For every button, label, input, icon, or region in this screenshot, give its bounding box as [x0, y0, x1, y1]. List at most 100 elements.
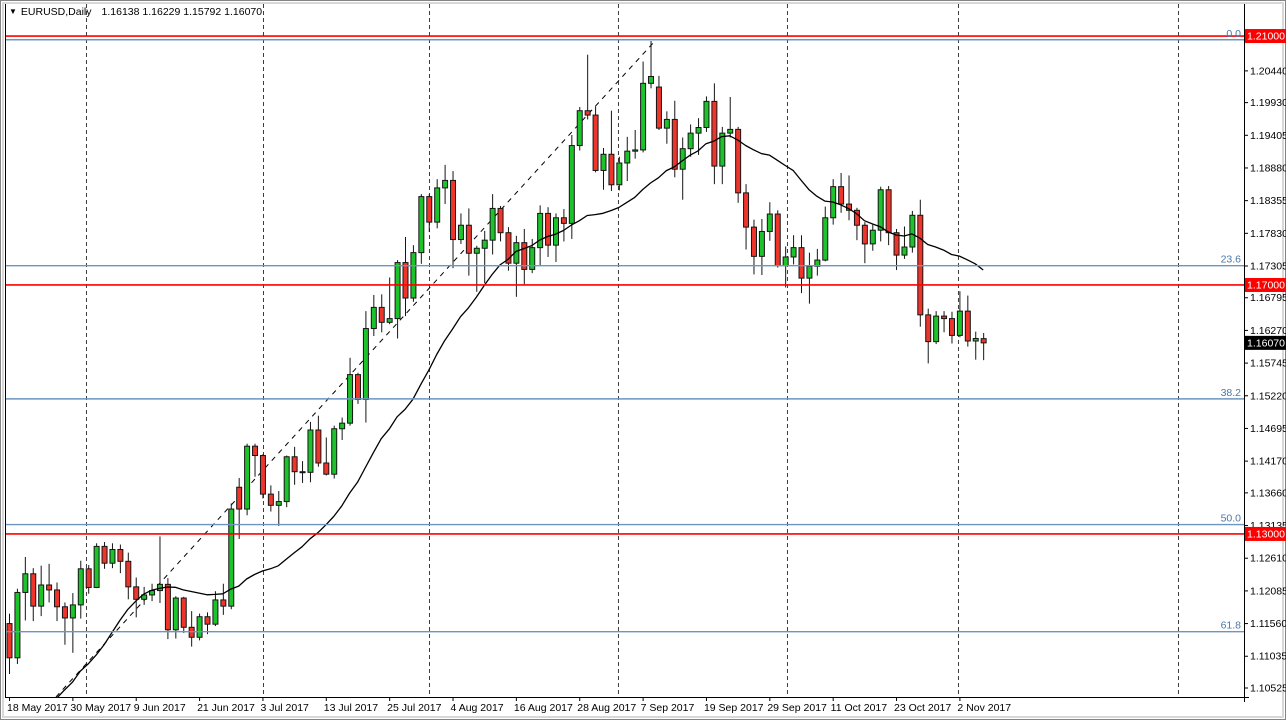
date-tick-label: 3 Jul 2017 [260, 702, 309, 714]
candle-up [481, 230, 488, 284]
candle-body [568, 145, 575, 224]
candle-body [481, 239, 488, 249]
candle-down [521, 228, 528, 285]
candle-body [402, 262, 409, 299]
candle-down [798, 235, 805, 294]
candle-body [941, 315, 948, 320]
candle-up [648, 41, 655, 89]
candle-down [743, 184, 750, 250]
date-tick-label: 16 Aug 2017 [514, 702, 573, 714]
candle-body [964, 310, 971, 342]
candle-down [54, 582, 61, 622]
candle-body [291, 456, 298, 473]
candle-down [204, 612, 211, 635]
candle-down [671, 100, 678, 178]
candle-body [434, 187, 441, 223]
candle-body [323, 462, 330, 475]
candle-up [473, 245, 480, 292]
candle-up [77, 560, 84, 619]
level-price-tag[interactable]: 1.21000 [1245, 29, 1286, 44]
candle-body [77, 568, 84, 606]
candle-body [925, 314, 932, 343]
candle-body [283, 456, 290, 503]
level-price-tag[interactable]: 1.17000 [1245, 277, 1286, 292]
candle-body [624, 150, 631, 164]
candle-body [457, 224, 464, 241]
candle-down [125, 552, 132, 600]
candle-body [608, 153, 615, 186]
candle-down [291, 446, 298, 485]
current-price-tag[interactable]: 1.16070 [1245, 335, 1286, 350]
candle-body [798, 247, 805, 279]
candle-down [711, 83, 718, 185]
level-price-tag-box [1245, 277, 1286, 292]
candle-down [117, 544, 124, 574]
level-price-tag-text: 1.21000 [1247, 31, 1285, 43]
price-tick-label: 1.16270 [1250, 325, 1286, 337]
symbol-dropdown-icon[interactable]: ▼ [9, 7, 17, 16]
candle-body [505, 232, 512, 264]
candle-down [101, 542, 108, 569]
candle-up [568, 134, 575, 239]
candle-body [806, 265, 813, 279]
price-tick-label: 1.15745 [1250, 358, 1286, 370]
candle-body [117, 549, 124, 562]
candle-body [465, 224, 472, 254]
candle-body [125, 560, 132, 588]
candle-down [267, 485, 274, 512]
candle-body [735, 128, 742, 194]
candle-up [901, 226, 908, 259]
candle-up [687, 124, 694, 157]
candle-up [457, 213, 464, 244]
candle-up [283, 455, 290, 508]
candle-body [236, 486, 243, 510]
price-tick-label: 1.16795 [1250, 292, 1286, 304]
candle-body [386, 318, 393, 323]
candle-up [14, 588, 21, 665]
date-tick-label: 2 Nov 2017 [957, 702, 1011, 714]
candle-body [861, 224, 868, 245]
candle-body [719, 132, 726, 167]
candle-body [30, 573, 37, 607]
price-tick-label: 1.18880 [1250, 162, 1286, 174]
price-tick-label: 1.12610 [1250, 553, 1286, 565]
candle-body [632, 149, 639, 152]
candle-down [450, 171, 457, 269]
candle-up [537, 205, 544, 266]
candle-up [869, 224, 876, 251]
candle-body [141, 594, 148, 600]
candle-up [156, 536, 163, 604]
candle-body [489, 207, 496, 241]
candle-body [521, 242, 528, 270]
candle-body [616, 162, 623, 186]
date-tick-label: 30 May 2017 [70, 702, 131, 714]
candle-down [592, 106, 599, 173]
candle-body [164, 583, 171, 631]
candle-up [196, 613, 203, 641]
candle-body [703, 100, 710, 129]
candle-body [750, 226, 757, 257]
candle-body [252, 445, 259, 457]
date-tick-label: 4 Aug 2017 [451, 702, 504, 714]
current-price-tag-text: 1.16070 [1247, 337, 1285, 349]
trendline[interactable] [55, 39, 657, 697]
candle-body [315, 429, 322, 464]
candle-down [259, 454, 266, 499]
candle-body [545, 212, 552, 246]
candle-down [846, 175, 853, 221]
candle-body [109, 549, 116, 564]
candle-down [465, 208, 472, 276]
level-price-tag-box [1245, 29, 1286, 44]
candle-body [220, 599, 227, 607]
candle-body [743, 192, 750, 228]
candle-body [774, 213, 781, 267]
candle-up [244, 443, 251, 516]
candle-up [307, 421, 314, 483]
candle-down [655, 75, 662, 131]
candle-down [861, 222, 868, 264]
level-price-tag[interactable]: 1.13000 [1245, 526, 1286, 541]
price-tick-label: 1.19930 [1250, 97, 1286, 109]
candle-up [933, 311, 940, 345]
price-tick-label: 1.13660 [1250, 487, 1286, 499]
